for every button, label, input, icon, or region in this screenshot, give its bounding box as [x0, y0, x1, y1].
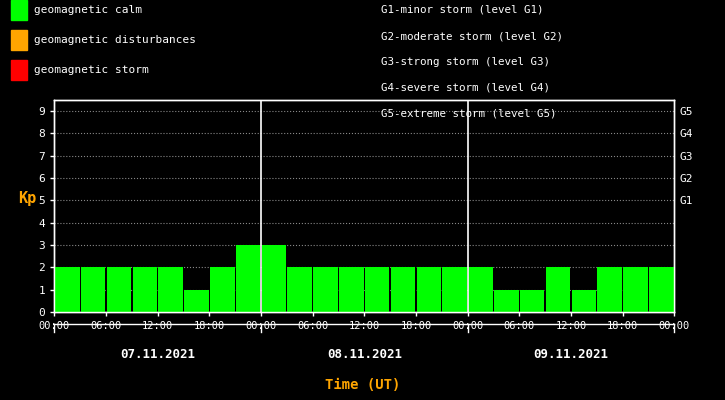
Bar — [262, 245, 286, 312]
Bar — [133, 267, 157, 312]
Text: 08.11.2021: 08.11.2021 — [327, 348, 402, 360]
Bar — [624, 267, 647, 312]
Text: 07.11.2021: 07.11.2021 — [120, 348, 195, 360]
Text: geomagnetic disturbances: geomagnetic disturbances — [34, 35, 196, 45]
Text: geomagnetic storm: geomagnetic storm — [34, 65, 149, 75]
Bar — [158, 267, 183, 312]
Bar — [365, 267, 389, 312]
Bar — [597, 267, 622, 312]
Bar — [391, 267, 415, 312]
Bar — [520, 290, 544, 312]
Bar — [571, 290, 596, 312]
Bar — [55, 267, 80, 312]
Bar — [649, 267, 674, 312]
Y-axis label: Kp: Kp — [18, 191, 36, 206]
Bar — [546, 267, 571, 312]
Bar — [494, 290, 518, 312]
Bar — [210, 267, 234, 312]
Text: G3-strong storm (level G3): G3-strong storm (level G3) — [381, 57, 550, 67]
Bar — [288, 267, 312, 312]
Text: Time (UT): Time (UT) — [325, 378, 400, 392]
Bar — [339, 267, 364, 312]
Text: G1-minor storm (level G1): G1-minor storm (level G1) — [381, 5, 543, 15]
Bar — [417, 267, 441, 312]
Bar — [184, 290, 209, 312]
Bar — [442, 267, 467, 312]
Text: G2-moderate storm (level G2): G2-moderate storm (level G2) — [381, 31, 563, 41]
Text: G4-severe storm (level G4): G4-severe storm (level G4) — [381, 83, 550, 93]
Text: G5-extreme storm (level G5): G5-extreme storm (level G5) — [381, 109, 556, 119]
Text: 09.11.2021: 09.11.2021 — [534, 348, 608, 360]
Bar — [468, 267, 493, 312]
Bar — [236, 245, 260, 312]
Text: geomagnetic calm: geomagnetic calm — [34, 5, 142, 15]
Bar — [313, 267, 338, 312]
Bar — [81, 267, 105, 312]
Bar — [107, 267, 131, 312]
